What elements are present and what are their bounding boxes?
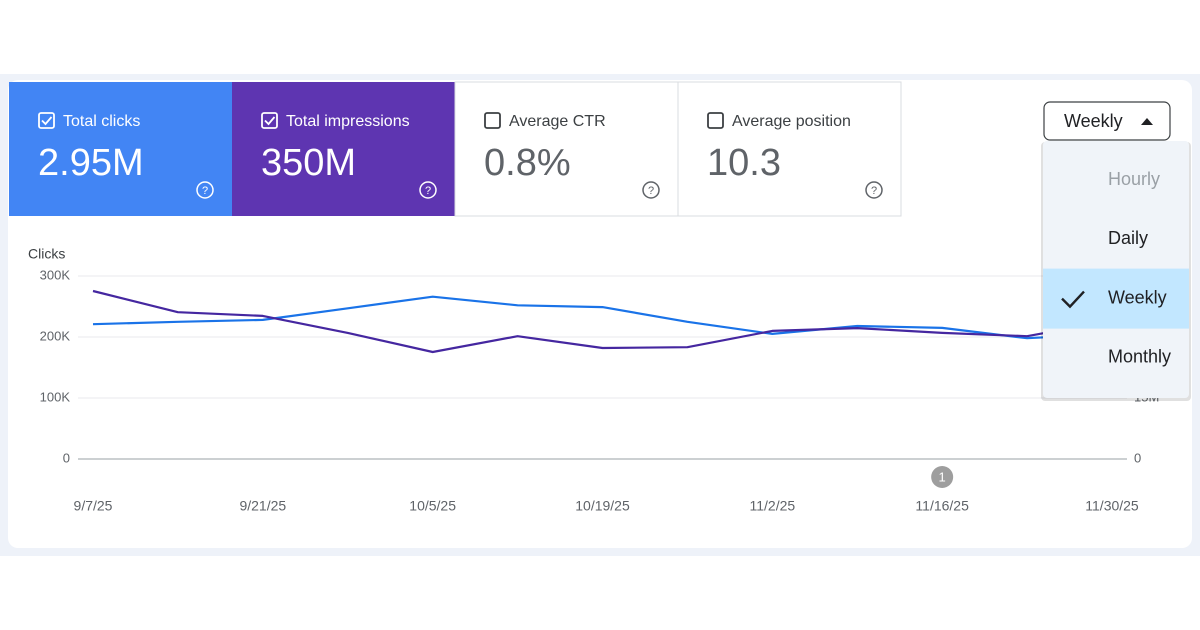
checkbox[interactable] xyxy=(707,112,724,129)
y2-tick-label: 0 xyxy=(1134,450,1141,465)
metric-value: 2.95M xyxy=(38,142,144,184)
dropdown-value: Weekly xyxy=(1064,111,1123,131)
x-tick-label: 11/2/25 xyxy=(749,498,795,514)
help-icon[interactable] xyxy=(196,181,214,199)
menu-item[interactable]: Daily xyxy=(1108,228,1148,248)
y-axis-label: Clicks xyxy=(28,246,65,262)
y-tick-label: 0 xyxy=(63,450,70,465)
menu-check xyxy=(1061,290,1085,309)
menu-item[interactable]: Monthly xyxy=(1108,347,1171,367)
metric-tile[interactable] xyxy=(232,82,455,216)
help-icon-glyph: ? xyxy=(648,185,654,197)
metric-value: 350M xyxy=(261,142,356,184)
metric-tile[interactable] xyxy=(454,81,679,217)
help-icon[interactable] xyxy=(865,181,883,199)
help-icon[interactable] xyxy=(419,181,437,199)
menu-item: Hourly xyxy=(1108,169,1160,189)
metric-label: Total impressions xyxy=(286,113,410,130)
x-tick-label: 11/30/25 xyxy=(1085,498,1139,514)
help-icon-glyph: ? xyxy=(425,185,431,197)
metric-tile[interactable] xyxy=(677,81,902,217)
y-tick-label: 300K xyxy=(40,267,71,282)
metric-label: Average position xyxy=(732,113,851,130)
checkbox[interactable] xyxy=(38,112,55,129)
checkbox[interactable] xyxy=(484,112,501,129)
annotation-marker[interactable] xyxy=(931,466,954,488)
checkbox[interactable] xyxy=(261,112,278,129)
y-tick-label: 100K xyxy=(40,389,71,404)
metric-value: 0.8% xyxy=(484,142,571,184)
series-line xyxy=(92,295,1113,340)
x-tick-label: 9/7/25 xyxy=(74,498,113,514)
help-icon[interactable] xyxy=(642,181,660,199)
menu-item[interactable]: Weekly xyxy=(1108,287,1167,307)
x-tick-label: 9/21/25 xyxy=(239,498,286,514)
help-icon-glyph: ? xyxy=(871,185,877,197)
metric-tile[interactable] xyxy=(9,82,232,216)
x-tick-label: 10/5/25 xyxy=(409,498,456,514)
metric-label: Total clicks xyxy=(63,113,140,130)
help-icon-glyph: ? xyxy=(202,185,208,197)
x-tick-label: 11/16/25 xyxy=(915,498,969,514)
metric-value: 10.3 xyxy=(707,142,781,184)
x-tick-label: 10/19/25 xyxy=(575,498,630,514)
dropdown-button[interactable] xyxy=(1043,101,1171,141)
checkmark xyxy=(41,116,53,126)
annotation-label: 1 xyxy=(939,469,946,484)
dropdown-caret xyxy=(1141,118,1153,125)
menu-item-highlight[interactable] xyxy=(1043,268,1189,329)
checkmark xyxy=(264,116,276,126)
series-line xyxy=(92,289,1113,354)
metric-label: Average CTR xyxy=(509,113,606,130)
y-tick-label: 200K xyxy=(40,328,71,343)
